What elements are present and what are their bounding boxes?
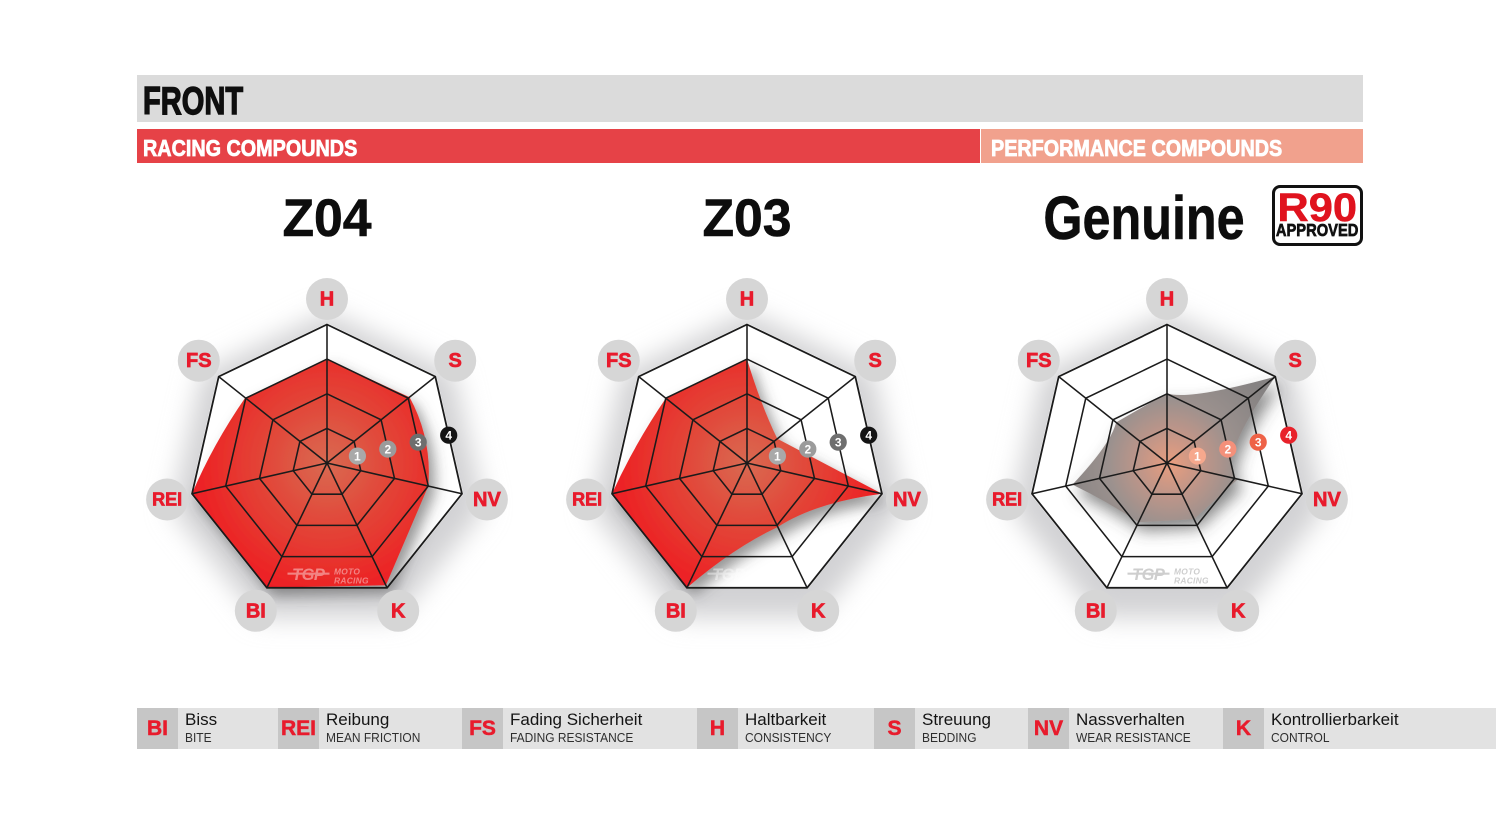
svg-text:REI: REI xyxy=(152,490,182,510)
svg-text:RACING: RACING xyxy=(1174,575,1209,585)
svg-text:FS: FS xyxy=(606,350,632,372)
svg-text:S: S xyxy=(449,350,462,372)
svg-text:3: 3 xyxy=(835,436,842,450)
svg-text:3: 3 xyxy=(415,436,422,450)
svg-text:H: H xyxy=(320,289,334,311)
svg-text:4: 4 xyxy=(445,429,452,443)
svg-text:REI: REI xyxy=(992,490,1022,510)
svg-text:NV: NV xyxy=(1313,489,1341,511)
svg-text:1: 1 xyxy=(774,449,781,463)
svg-text:2: 2 xyxy=(804,442,811,456)
svg-text:MOTO: MOTO xyxy=(754,567,780,577)
svg-text:4: 4 xyxy=(1285,429,1292,443)
svg-text:MOTO: MOTO xyxy=(1174,567,1200,577)
svg-text:H: H xyxy=(1160,289,1174,311)
svg-text:BI: BI xyxy=(666,600,686,622)
svg-text:1: 1 xyxy=(354,449,361,463)
svg-text:FS: FS xyxy=(186,350,212,372)
svg-text:BI: BI xyxy=(246,600,266,622)
svg-text:3: 3 xyxy=(1255,436,1262,450)
svg-text:4: 4 xyxy=(865,429,872,443)
svg-text:NV: NV xyxy=(473,489,501,511)
svg-text:RACING: RACING xyxy=(754,575,789,585)
svg-text:H: H xyxy=(740,289,754,311)
svg-text:S: S xyxy=(1289,350,1302,372)
svg-text:2: 2 xyxy=(384,442,391,456)
svg-text:K: K xyxy=(391,600,406,622)
svg-text:REI: REI xyxy=(572,490,602,510)
svg-text:RACING: RACING xyxy=(334,575,369,585)
svg-text:K: K xyxy=(811,600,826,622)
svg-text:BI: BI xyxy=(1086,600,1106,622)
svg-text:TGP: TGP xyxy=(712,566,746,584)
svg-text:TGP: TGP xyxy=(1132,566,1166,584)
svg-text:MOTO: MOTO xyxy=(334,567,360,577)
svg-text:K: K xyxy=(1231,600,1246,622)
svg-text:NV: NV xyxy=(893,489,921,511)
svg-text:FS: FS xyxy=(1026,350,1052,372)
svg-text:1: 1 xyxy=(1194,449,1201,463)
svg-text:S: S xyxy=(869,350,882,372)
svg-text:TGP: TGP xyxy=(292,566,326,584)
svg-text:2: 2 xyxy=(1224,442,1231,456)
